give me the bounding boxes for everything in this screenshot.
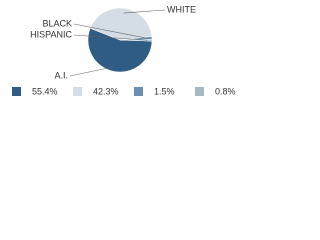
legend-swatch <box>134 87 143 96</box>
leader-line <box>123 9 166 14</box>
pie-slice <box>89 7 153 41</box>
legend-label: 55.4% <box>32 86 58 96</box>
leader-line <box>73 34 148 41</box>
legend-swatch <box>73 87 82 96</box>
slice-label: BLACK <box>42 18 72 28</box>
legend-label: 42.3% <box>93 86 119 96</box>
legend-swatch <box>195 87 204 96</box>
slice-label: HISPANIC <box>30 29 72 39</box>
legend-label: 1.5% <box>154 86 175 96</box>
pie-slice <box>87 27 153 73</box>
legend-swatch <box>12 87 21 96</box>
legend-label: 0.8% <box>215 86 236 96</box>
chart: A.I. 55.4% WHITE 42.3% BLACK 1.5% HISPANIC 0.8% <box>12 4 236 96</box>
slice-label: A.I. <box>54 70 68 80</box>
leader-line <box>73 23 148 39</box>
slice-label: WHITE <box>167 4 196 14</box>
leader-line <box>69 66 115 77</box>
